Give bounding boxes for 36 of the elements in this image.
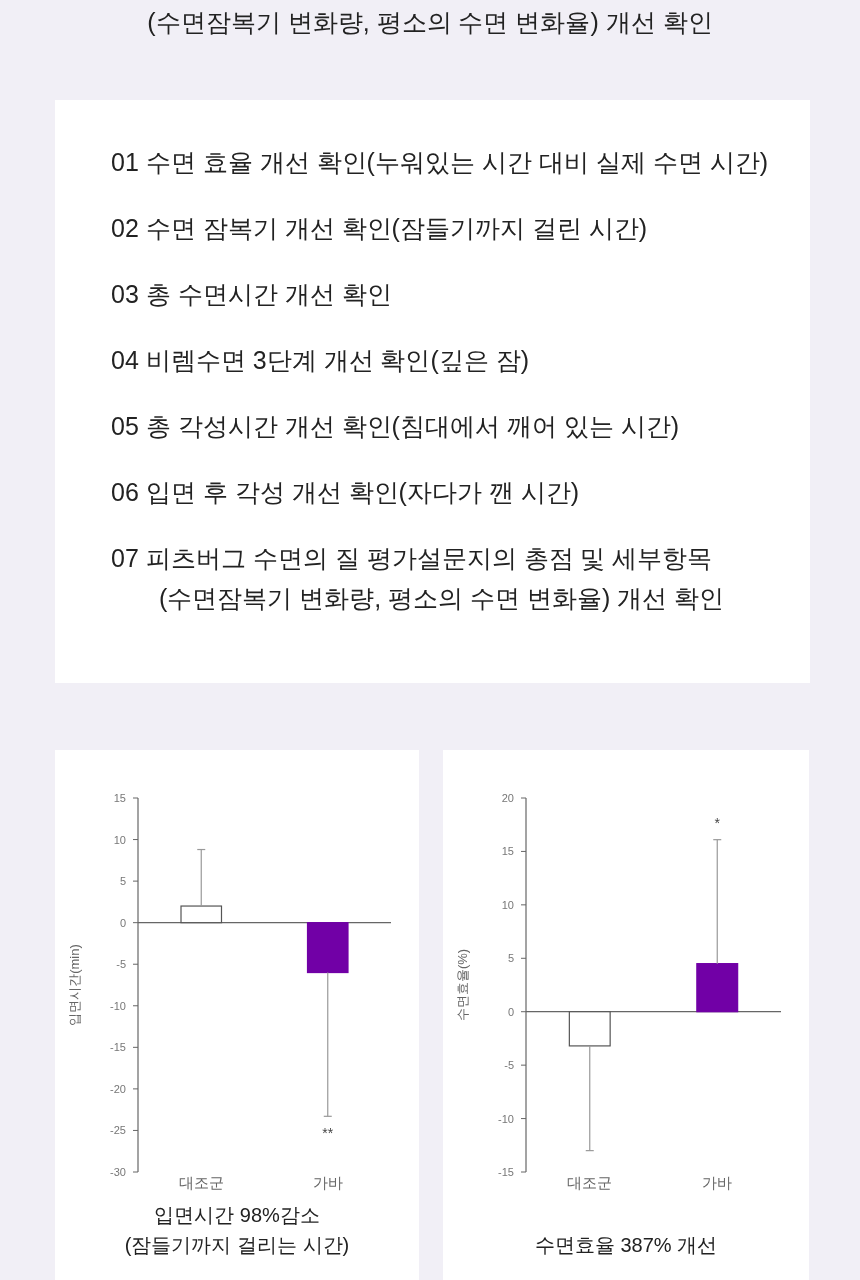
y-tick-label: -10 [110, 999, 126, 1012]
x-tick-label: 대조군 [567, 1174, 613, 1191]
text: 입면시간 98%감소 (잠들기까지 걸리는 시간) [124, 1204, 350, 1256]
text: 02 수면 잠복기 개선 확인(잠들기까지 걸린 시간) [111, 213, 648, 244]
y-tick-label: 20 [501, 792, 514, 804]
x-tick-label: 가바 [702, 1174, 733, 1191]
x-tick-label: 가바 [312, 1174, 343, 1191]
y-tick-label: 10 [501, 898, 514, 911]
text: 수면효율 387% 개선 [534, 1234, 718, 1256]
text: 04 비렘수면 3단계 개선 확인(깊은 잠) [111, 345, 530, 376]
text: 05 총 각성시간 개선 확인(침대에서 깨어 있는 시간) [111, 411, 680, 442]
y-tick-label: 15 [501, 845, 514, 858]
annotation: * [714, 814, 721, 831]
annotation: ** [322, 1125, 334, 1142]
y-tick-label: -30 [110, 1166, 126, 1178]
text: (수면잠복기 변화량, 평소의 수면 변화율) 개선 확인 [146, 7, 714, 38]
y-tick-label: 0 [507, 1005, 514, 1018]
y-axis-title: 입면시간(min) [67, 944, 82, 1026]
y-tick-label: -10 [498, 1112, 514, 1125]
y-tick-label: -15 [498, 1166, 514, 1178]
y-tick-label: -5 [116, 958, 126, 971]
y-tick-label: 10 [113, 833, 126, 846]
text: 07 피츠버그 수면의 질 평가설문지의 총점 및 세부항목 (수면잠복기 변화량, 평소의 수면 변화율) 개선 확인 [111, 543, 725, 614]
x-tick-label: 대조군 [178, 1174, 224, 1191]
y-tick-label: -15 [110, 1041, 126, 1054]
text: 03 총 수면시간 개선 확인 [111, 279, 392, 310]
y-tick-label: 15 [113, 792, 126, 804]
y-tick-label: 0 [119, 916, 126, 929]
y-tick-label: -5 [504, 1059, 514, 1072]
y-axis-title: 수면효율(%) [455, 948, 470, 1022]
text: 06 입면 후 각성 개선 확인(자다가 깬 시간) [111, 477, 580, 508]
y-tick-label: 5 [507, 952, 514, 965]
y-tick-label: -20 [110, 1082, 126, 1095]
text: 01 수면 효율 개선 확인(누워있는 시간 대비 실제 수면 시간) [111, 147, 768, 178]
y-tick-label: -25 [110, 1124, 126, 1137]
y-tick-label: 5 [119, 875, 126, 888]
